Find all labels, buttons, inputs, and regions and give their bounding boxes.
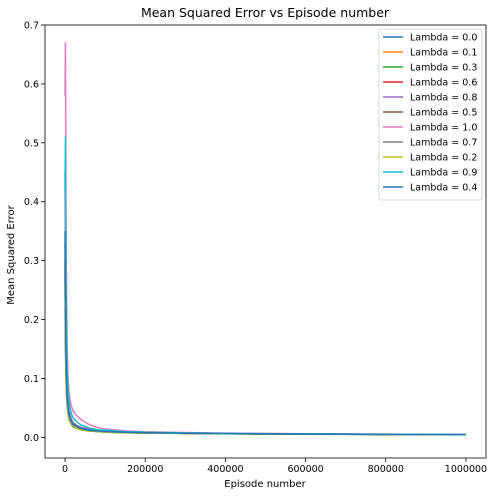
x-tick-label: 1000000 <box>445 464 487 475</box>
legend-label-9: Lambda = 0.9 <box>410 168 477 179</box>
x-tick-label: 200000 <box>127 464 163 475</box>
y-tick-label: 0.1 <box>24 374 39 385</box>
series-line-5 <box>64 266 466 436</box>
legend-label-5: Lambda = 0.5 <box>410 108 477 119</box>
x-tick-label: 800000 <box>368 464 404 475</box>
series-line-1 <box>64 290 466 436</box>
chart-title: Mean Squared Error vs Episode number <box>141 5 390 20</box>
series-line-4 <box>64 172 466 436</box>
x-tick-label: 0 <box>62 464 68 475</box>
legend-label-4: Lambda = 0.8 <box>410 93 477 104</box>
series-line-0 <box>64 307 466 436</box>
series-line-7 <box>64 242 466 436</box>
series-line-10 <box>64 231 466 436</box>
legend-label-3: Lambda = 0.6 <box>410 78 477 89</box>
legend-label-2: Lambda = 0.3 <box>410 63 477 74</box>
legend-label-10: Lambda = 0.4 <box>410 183 477 194</box>
y-tick-label: 0.4 <box>24 197 39 208</box>
x-tick-label: 400000 <box>207 464 243 475</box>
legend: Lambda = 0.0 Lambda = 0.1 Lambda = 0.3 Lamb… <box>378 28 483 201</box>
x-axis-label: Episode number <box>224 479 306 490</box>
y-tick-label: 0.2 <box>24 315 39 326</box>
legend-label-1: Lambda = 0.1 <box>410 48 477 59</box>
legend-label-6: Lambda = 1.0 <box>410 123 477 134</box>
plot-area <box>64 41 466 436</box>
legend-label-0: Lambda = 0.0 <box>410 33 477 44</box>
legend-box <box>378 28 483 201</box>
y-tick-label: 0.3 <box>24 256 39 267</box>
y-tick-label: 0.7 <box>24 21 39 32</box>
series-line-3 <box>64 260 466 436</box>
y-tick-label: 0.6 <box>24 79 39 90</box>
legend-label-8: Lambda = 0.2 <box>410 153 477 164</box>
series-line-8 <box>64 284 466 436</box>
axes: 0 200000 400000 600000 800000 1000000 0.0 0.1 0.… <box>24 21 487 476</box>
x-tick-label: 600000 <box>287 464 323 475</box>
legend-label-7: Lambda = 0.7 <box>410 138 477 149</box>
series-line-2 <box>64 278 466 436</box>
plot-frame <box>44 24 487 459</box>
y-tick-label: 0.0 <box>24 433 39 444</box>
y-axis-label: Mean Squared Error <box>6 204 17 304</box>
y-tick-label: 0.5 <box>24 138 39 149</box>
